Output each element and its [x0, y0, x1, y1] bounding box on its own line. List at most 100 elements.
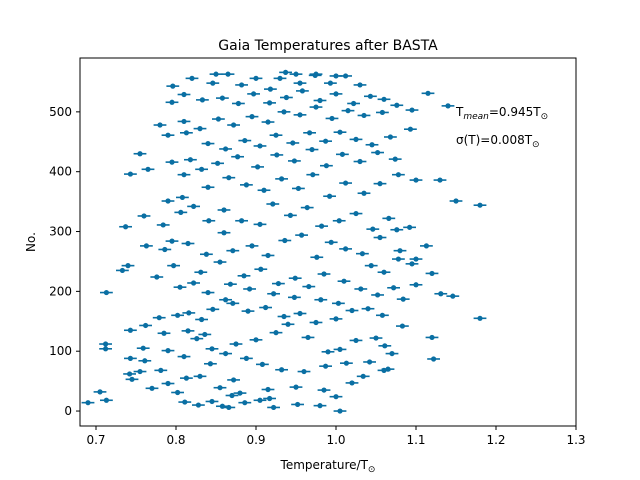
data-point — [340, 152, 345, 157]
data-point — [353, 137, 358, 142]
data-point — [333, 316, 338, 321]
data-point — [154, 274, 159, 279]
data-point — [274, 152, 279, 157]
data-point — [299, 233, 304, 238]
data-point — [377, 235, 382, 240]
data-point — [171, 263, 176, 268]
data-point — [257, 143, 262, 148]
data-point — [241, 273, 246, 278]
data-point — [381, 97, 386, 102]
data-point — [310, 172, 315, 177]
data-point — [188, 157, 193, 162]
data-point — [137, 369, 142, 374]
data-point — [306, 284, 311, 289]
data-point — [104, 398, 109, 403]
data-point — [293, 385, 298, 390]
data-point — [137, 151, 142, 156]
data-point — [367, 359, 372, 364]
data-point — [313, 104, 318, 109]
data-point — [297, 81, 302, 86]
x-tick-label: 0.9 — [246, 433, 265, 447]
data-point — [149, 386, 154, 391]
annotation-mean-subscript: mean — [463, 112, 489, 122]
data-point — [333, 394, 338, 399]
y-tick-label: 200 — [49, 284, 72, 298]
chart-title: Gaia Temperatures after BASTA — [218, 38, 438, 54]
data-point — [429, 335, 434, 340]
data-point — [353, 211, 358, 216]
data-point — [120, 268, 125, 273]
data-point — [260, 362, 265, 367]
data-point — [161, 222, 166, 227]
data-point — [230, 248, 235, 253]
data-point — [142, 358, 147, 363]
data-point — [293, 276, 298, 281]
data-point — [273, 330, 278, 335]
data-point — [368, 94, 373, 99]
data-point — [244, 182, 249, 187]
data-point — [145, 167, 150, 172]
data-point — [313, 72, 318, 77]
data-point — [369, 263, 374, 268]
data-point — [127, 371, 132, 376]
data-point — [292, 158, 297, 163]
data-point — [221, 207, 226, 212]
data-point — [341, 279, 346, 284]
data-point — [281, 314, 286, 319]
data-point — [253, 337, 258, 342]
data-point — [128, 171, 133, 176]
data-point — [377, 181, 382, 186]
data-point — [200, 97, 205, 102]
data-point — [204, 252, 209, 257]
data-point — [162, 247, 167, 252]
data-point — [165, 348, 170, 353]
data-point — [270, 201, 275, 206]
y-axis-ticks: 0100200300400500 — [49, 105, 80, 418]
data-point — [169, 100, 174, 105]
data-point — [309, 147, 314, 152]
data-point — [245, 309, 250, 314]
data-point — [158, 368, 163, 373]
data-point — [175, 390, 180, 395]
data-point — [103, 346, 108, 351]
data-point — [267, 100, 272, 105]
data-point — [413, 282, 418, 287]
x-tick-label: 0.7 — [86, 433, 105, 447]
data-point — [226, 405, 231, 410]
data-point — [177, 285, 182, 290]
data-point — [257, 398, 262, 403]
data-point — [288, 213, 293, 218]
data-point — [267, 396, 272, 401]
data-point — [279, 176, 284, 181]
data-point — [225, 72, 230, 77]
data-point — [175, 313, 180, 318]
data-point — [318, 297, 323, 302]
data-point — [169, 160, 174, 165]
data-point — [263, 305, 268, 310]
data-point — [210, 81, 215, 86]
data-point — [381, 270, 386, 275]
data-point — [217, 385, 222, 390]
data-point — [477, 203, 482, 208]
data-point — [424, 243, 429, 248]
data-point — [290, 140, 295, 145]
y-axis-label: No. — [24, 232, 38, 252]
data-point — [217, 259, 222, 264]
data-point — [323, 139, 328, 144]
data-point — [257, 222, 262, 227]
data-point — [208, 361, 213, 366]
data-point — [143, 323, 148, 328]
data-point — [239, 82, 244, 87]
data-point — [249, 243, 254, 248]
data-point — [236, 101, 241, 106]
data-point — [271, 291, 276, 296]
data-point — [358, 286, 363, 291]
data-point — [197, 126, 202, 131]
data-point — [104, 290, 109, 295]
data-point — [226, 175, 231, 180]
data-point — [223, 146, 228, 151]
data-point — [282, 238, 287, 243]
data-point — [144, 243, 149, 248]
data-point — [297, 311, 302, 316]
data-point — [205, 185, 210, 190]
